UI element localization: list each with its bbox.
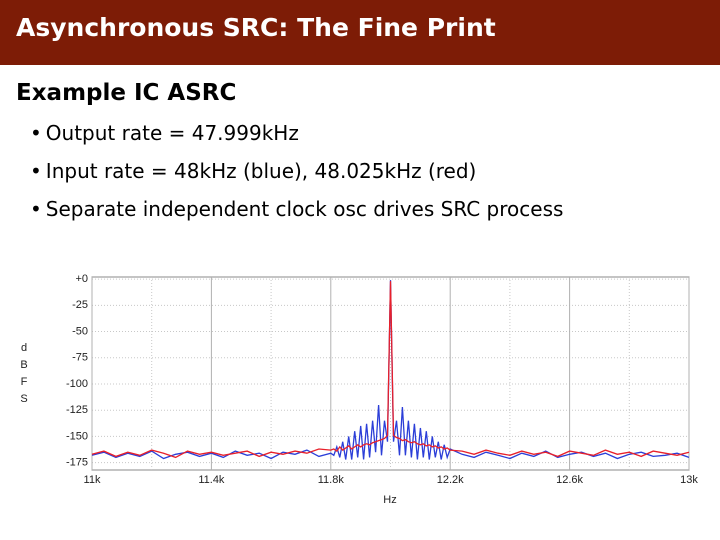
bullet: Output rate = 47.999kHz [30,121,299,145]
y-tick-label: +0 [75,273,88,285]
x-tick-label: 12.6k [556,474,583,486]
y-tick-label: -175 [66,457,88,469]
y-tick-label: -150 [66,430,88,442]
slide-title: Asynchronous SRC: The Fine Print [16,13,496,42]
heading: Example IC ASRC [16,80,237,106]
y-tick-label: -100 [66,378,88,390]
y-tick-label: -125 [66,404,88,416]
bullet: Input rate = 48kHz (blue), 48.025kHz (re… [30,159,477,183]
x-tick-label: 11.8k [318,474,345,486]
series-line [91,281,690,459]
x-axis-label: Hz [383,494,396,506]
series-line [91,280,690,460]
y-tick-label: -50 [72,325,88,337]
x-tick-label: 11.4k [198,474,225,486]
y-tick-label: -25 [72,299,88,311]
x-tick-label: 13k [680,474,698,486]
header-bar: Asynchronous SRC: The Fine Print [0,0,720,65]
y-tick-label: -75 [72,352,88,364]
x-tick-label: 11k [84,474,101,486]
x-tick-label: 12.2k [437,474,464,486]
bullet: Separate independent clock osc drives SR… [30,197,564,221]
